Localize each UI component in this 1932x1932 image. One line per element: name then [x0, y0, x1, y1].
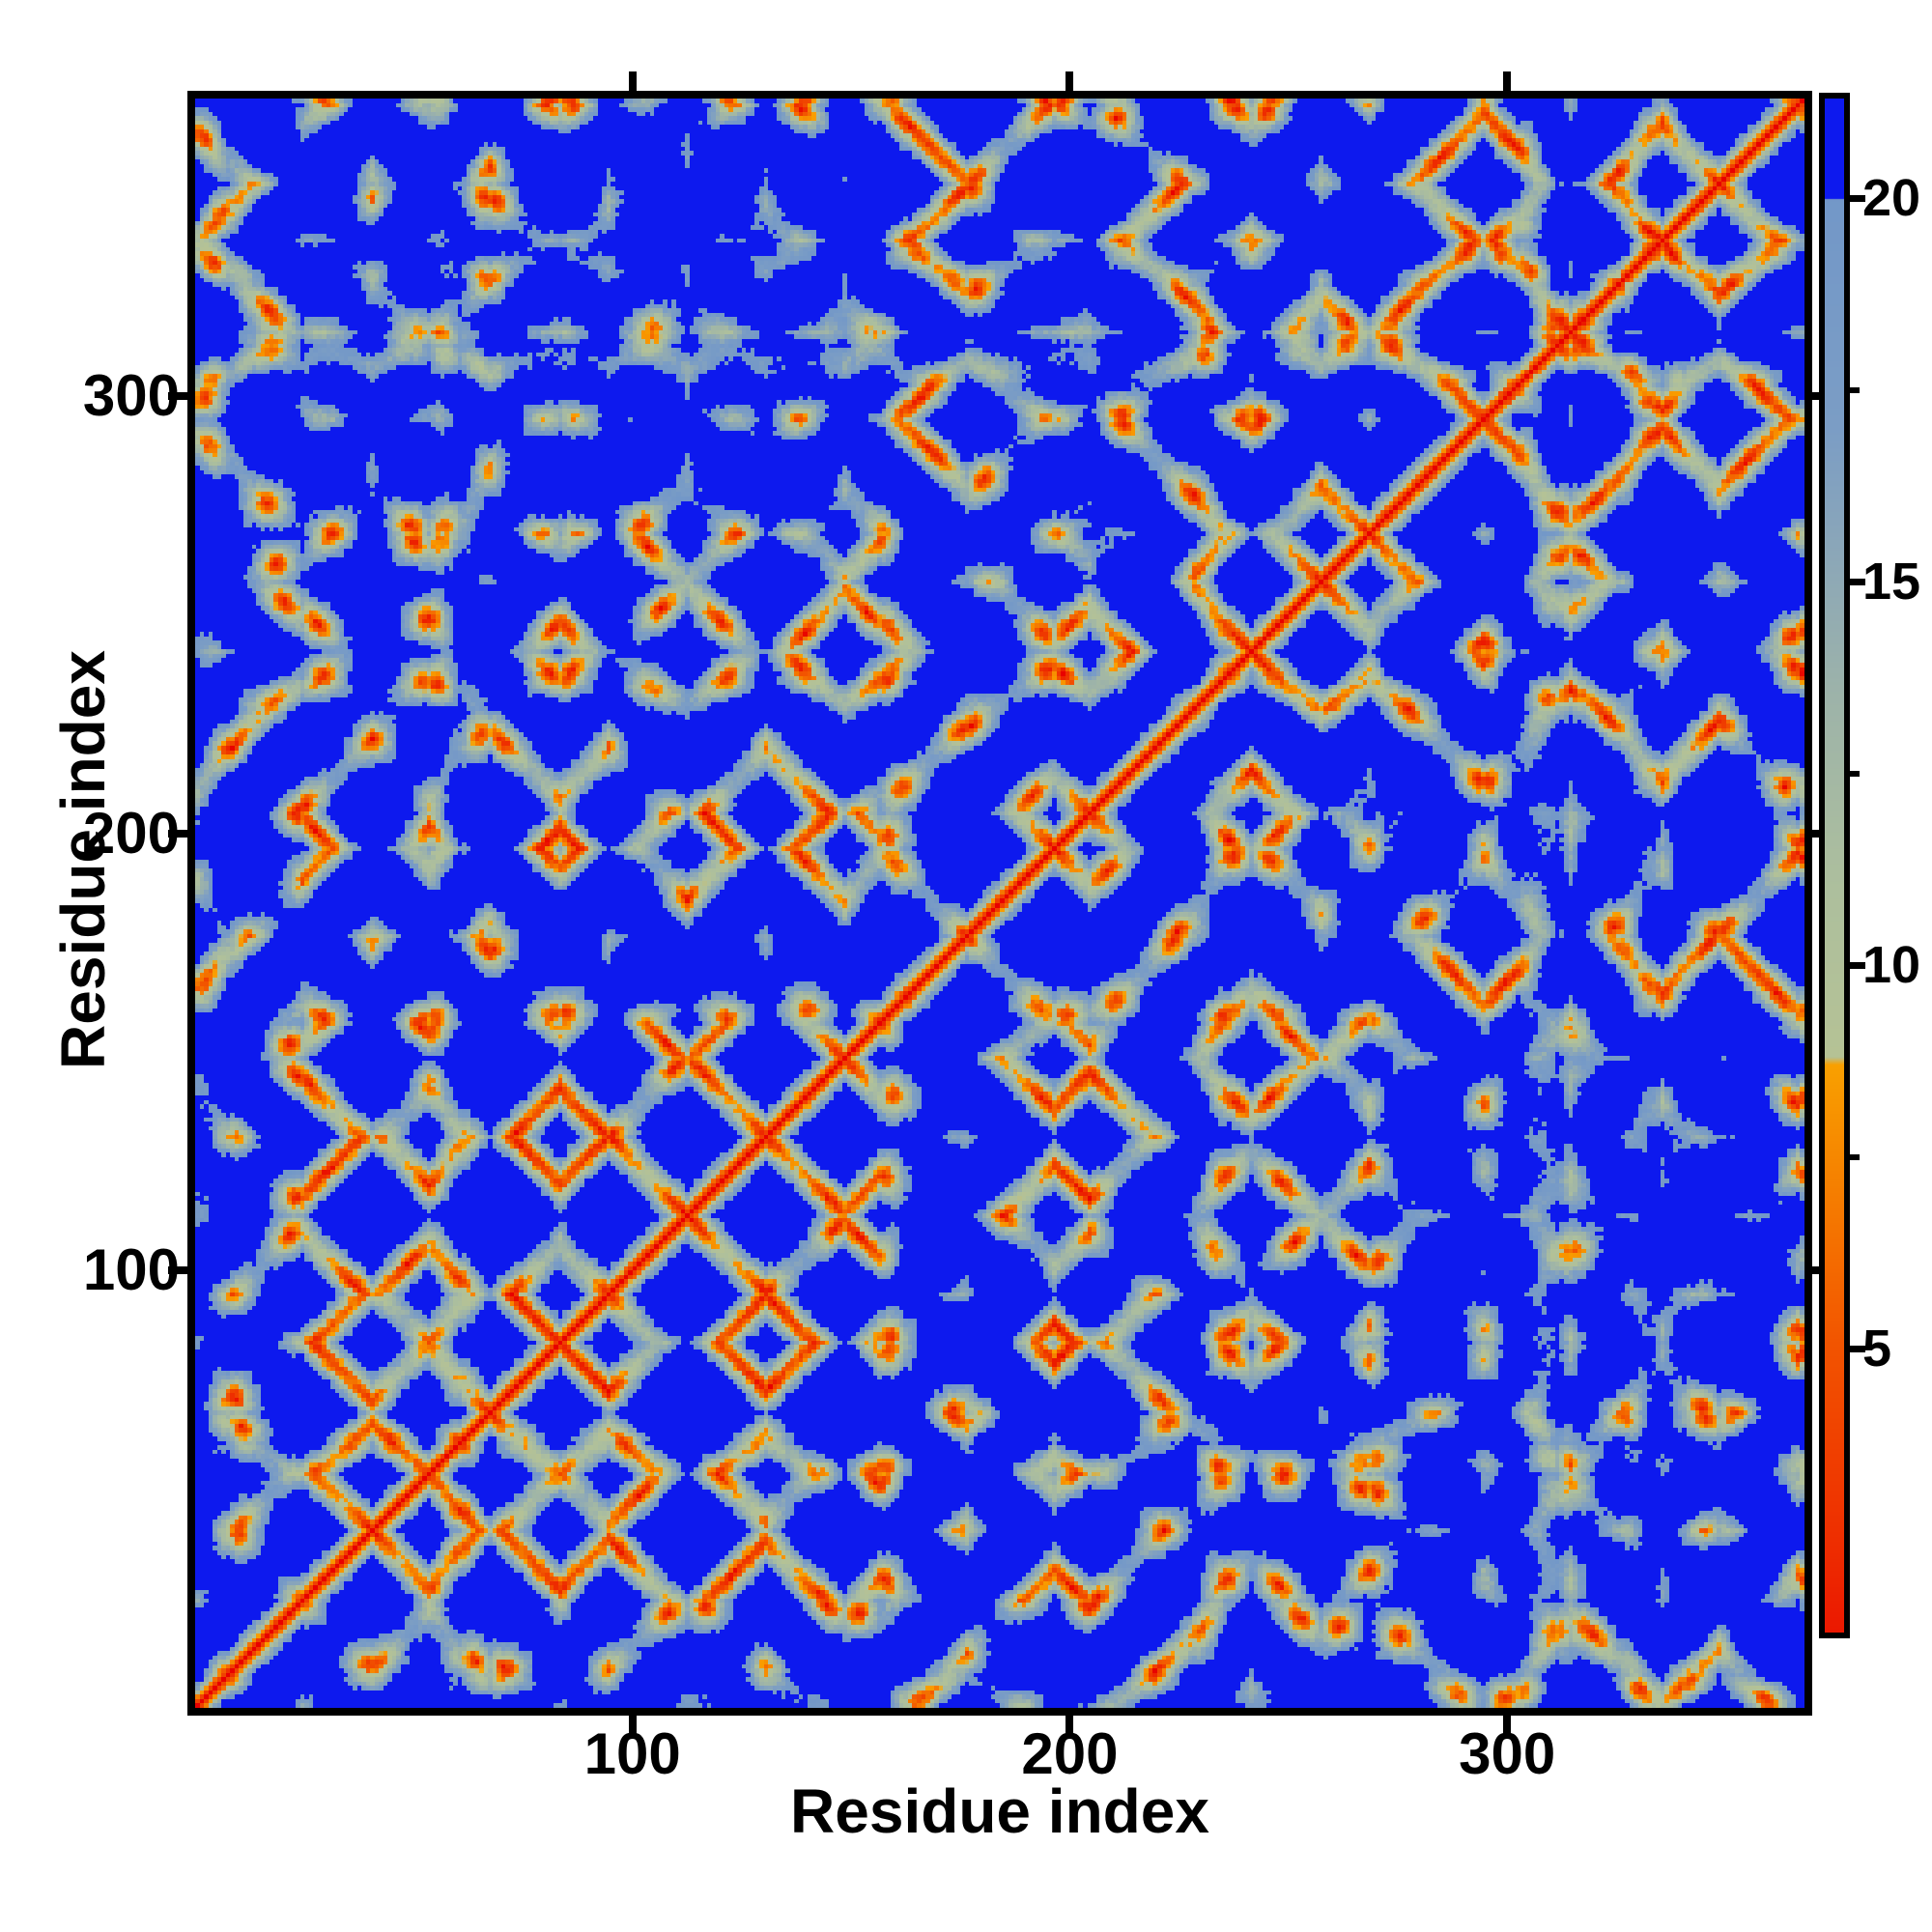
x-tick-label-100: 100	[583, 1721, 681, 1786]
x-tick-label-300: 300	[1459, 1721, 1556, 1786]
x-axis-title: Residue index	[790, 1776, 1209, 1846]
axis-tick-mark	[168, 391, 187, 400]
y-tick-label-300: 300	[82, 362, 180, 428]
axis-tick-mark	[628, 1716, 637, 1735]
axis-tick-mark	[1065, 1716, 1074, 1735]
axis-tick-mark	[168, 829, 187, 838]
distance-matrix-heatmap	[195, 99, 1804, 1708]
y-axis-title: Residue index	[48, 650, 118, 1069]
colorbar-tick-mark	[1850, 1345, 1865, 1352]
colorbar-tick-mark	[1850, 1153, 1860, 1160]
colorbar-label-15: 15	[1862, 553, 1921, 611]
axis-tick-mark	[628, 71, 637, 91]
colorbar-label-20: 20	[1862, 169, 1921, 228]
colorbar-tick-mark	[1850, 770, 1860, 777]
y-tick-label-200: 200	[82, 800, 180, 866]
axis-tick-mark	[168, 1266, 187, 1275]
colorbar-label-10: 10	[1862, 936, 1921, 995]
colorbar-tick-mark	[1850, 961, 1865, 969]
colorbar-label-5: 5	[1862, 1320, 1892, 1378]
axis-tick-mark	[1503, 71, 1512, 91]
colorbar-tick-mark	[1850, 386, 1860, 393]
axis-tick-mark	[1503, 1716, 1512, 1735]
colorbar-tick-mark	[1850, 194, 1865, 202]
plot-frame	[187, 91, 1812, 1716]
x-tick-label-200: 200	[1021, 1721, 1119, 1786]
colorbar-gradient	[1825, 99, 1844, 1633]
colorbar-tick-mark	[1850, 578, 1865, 585]
y-tick-label-100: 100	[82, 1237, 180, 1303]
axis-tick-mark	[1065, 71, 1074, 91]
colorbar-frame	[1819, 93, 1850, 1638]
